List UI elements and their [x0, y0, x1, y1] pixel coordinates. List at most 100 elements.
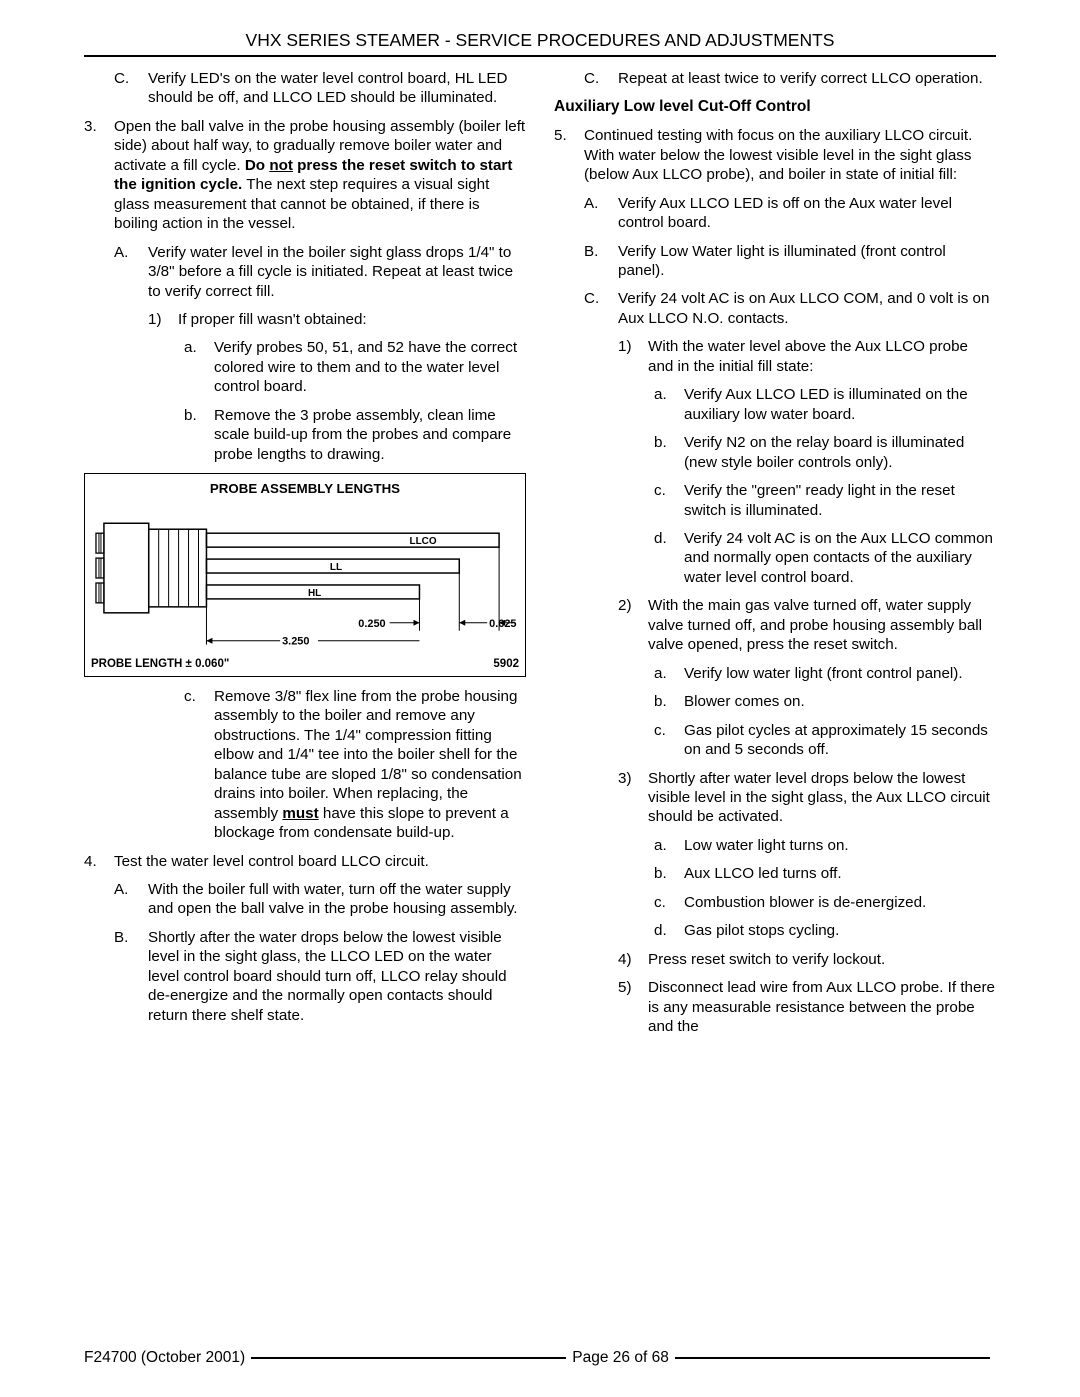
list-text: Shortly after water level drops below th… [648, 769, 996, 827]
item-5C2a: a. Verify low water light (front control… [554, 664, 996, 683]
list-text: Repeat at least twice to verify correct … [618, 69, 983, 88]
text-must: must [282, 805, 318, 822]
item-4B: B. Shortly after the water drops below t… [84, 928, 526, 1025]
list-marker: c. [654, 721, 684, 760]
item-4A: A. With the boiler full with water, turn… [84, 880, 526, 919]
right-column: C. Repeat at least twice to verify corre… [554, 69, 996, 1046]
two-column-body: C. Verify LED's on the water level contr… [84, 69, 996, 1046]
label-hl: HL [308, 588, 321, 599]
list-text: If proper fill wasn't obtained: [178, 310, 367, 329]
list-marker: C. [584, 69, 618, 88]
item-5C3: 3) Shortly after water level drops below… [554, 769, 996, 827]
item-5C2c: c. Gas pilot cycles at approximately 15 … [554, 721, 996, 760]
list-text: Remove 3/8" flex line from the probe hou… [214, 687, 526, 843]
list-text: Gas pilot cycles at approximately 15 sec… [684, 721, 996, 760]
list-marker: b. [654, 692, 684, 711]
item-5: 5. Continued testing with focus on the a… [554, 126, 996, 184]
item-3A1c: c. Remove 3/8" flex line from the probe … [84, 687, 526, 843]
page-footer: F24700 (October 2001) Page 26 of 68 [84, 1349, 996, 1367]
item-5C2: 2) With the main gas valve turned off, w… [554, 596, 996, 654]
list-text: Open the ball valve in the probe housing… [114, 117, 526, 234]
label-llco: LLCO [410, 536, 437, 547]
list-marker: 1) [148, 310, 178, 329]
item-5C3b: b. Aux LLCO led turns off. [554, 864, 996, 883]
list-marker: c. [654, 481, 684, 520]
list-text: Verify water level in the boiler sight g… [148, 243, 526, 301]
item-5A: A. Verify Aux LLCO LED is off on the Aux… [554, 194, 996, 233]
text-underline: not [269, 157, 293, 174]
list-text: Verify the "green" ready light in the re… [684, 481, 996, 520]
item-rC: C. Repeat at least twice to verify corre… [554, 69, 996, 88]
list-text: With the boiler full with water, turn of… [148, 880, 526, 919]
item-5C1: 1) With the water level above the Aux LL… [554, 337, 996, 376]
item-5C5: 5) Disconnect lead wire from Aux LLCO pr… [554, 978, 996, 1036]
text: Do [245, 157, 269, 174]
list-marker: 4) [618, 950, 648, 969]
label-ll: LL [330, 562, 342, 573]
list-text: Test the water level control board LLCO … [114, 852, 429, 871]
item-3A1: 1) If proper fill wasn't obtained: [84, 310, 526, 329]
list-text: Aux LLCO led turns off. [684, 864, 842, 883]
list-text: Remove the 3 probe assembly, clean lime … [214, 406, 526, 464]
item-5C1b: b. Verify N2 on the relay board is illum… [554, 433, 996, 472]
list-text: Verify 24 volt AC is on the Aux LLCO com… [684, 529, 996, 587]
list-text: Verify N2 on the relay board is illumina… [684, 433, 996, 472]
item-3A: A. Verify water level in the boiler sigh… [84, 243, 526, 301]
item-3: 3. Open the ball valve in the probe hous… [84, 117, 526, 234]
list-text: Combustion blower is de-energized. [684, 893, 926, 912]
text: Remove 3/8" flex line from the probe hou… [214, 688, 522, 822]
list-marker: B. [584, 242, 618, 281]
item-5C2b: b. Blower comes on. [554, 692, 996, 711]
item-5C1d: d. Verify 24 volt AC is on the Aux LLCO … [554, 529, 996, 587]
list-text: With the main gas valve turned off, wate… [648, 596, 996, 654]
left-column: C. Verify LED's on the water level contr… [84, 69, 526, 1046]
list-marker: 4. [84, 852, 114, 871]
list-marker: 3) [618, 769, 648, 827]
list-text: Shortly after the water drops below the … [148, 928, 526, 1025]
list-marker: c. [654, 893, 684, 912]
list-text: Press reset switch to verify lockout. [648, 950, 885, 969]
list-marker: C. [114, 69, 148, 108]
footer-left: F24700 (October 2001) [84, 1349, 245, 1367]
list-marker: 1) [618, 337, 648, 376]
list-marker: a. [654, 664, 684, 683]
list-marker: B. [114, 928, 148, 1025]
dim-0625: 0.625 [489, 618, 516, 630]
item-3A1b: b. Remove the 3 probe assembly, clean li… [84, 406, 526, 464]
probe-svg: LLCO LL HL 0.250 0.625 [91, 503, 519, 653]
footer-rule [251, 1357, 566, 1359]
list-text: Verify low water light (front control pa… [684, 664, 963, 683]
item-3A1a: a. Verify probes 50, 51, and 52 have the… [84, 338, 526, 396]
list-marker: b. [654, 433, 684, 472]
item-5C3c: c. Combustion blower is de-energized. [554, 893, 996, 912]
item-5C: C. Verify 24 volt AC is on Aux LLCO COM,… [554, 289, 996, 328]
list-marker: b. [654, 864, 684, 883]
list-marker: C. [584, 289, 618, 328]
list-marker: 5) [618, 978, 648, 1036]
list-marker: c. [184, 687, 214, 843]
list-text: Gas pilot stops cycling. [684, 921, 839, 940]
list-text: Verify LED's on the water level control … [148, 69, 526, 108]
list-text: Verify probes 50, 51, and 52 have the co… [214, 338, 526, 396]
list-text: Continued testing with focus on the auxi… [584, 126, 996, 184]
list-text: Blower comes on. [684, 692, 805, 711]
diagram-title: PROBE ASSEMBLY LENGTHS [91, 480, 519, 497]
list-marker: d. [654, 529, 684, 587]
list-marker: A. [584, 194, 618, 233]
probe-diagram: PROBE ASSEMBLY LENGTHS [84, 473, 526, 677]
list-marker: a. [184, 338, 214, 396]
item-5C4: 4) Press reset switch to verify lockout. [554, 950, 996, 969]
diagram-footer: PROBE LENGTH ± 0.060" 5902 [91, 657, 519, 672]
item-5C1c: c. Verify the "green" ready light in the… [554, 481, 996, 520]
list-text: Verify Low Water light is illuminated (f… [618, 242, 996, 281]
item-5B: B. Verify Low Water light is illuminated… [554, 242, 996, 281]
footer-rule [675, 1357, 990, 1359]
list-text: Verify Aux LLCO LED is illuminated on th… [684, 385, 996, 424]
list-marker: 2) [618, 596, 648, 654]
list-marker: b. [184, 406, 214, 464]
item-5C1a: a. Verify Aux LLCO LED is illuminated on… [554, 385, 996, 424]
item-5C3d: d. Gas pilot stops cycling. [554, 921, 996, 940]
page-header: VHX SERIES STEAMER - SERVICE PROCEDURES … [84, 30, 996, 57]
list-text: Low water light turns on. [684, 836, 849, 855]
list-text: Verify Aux LLCO LED is off on the Aux wa… [618, 194, 996, 233]
